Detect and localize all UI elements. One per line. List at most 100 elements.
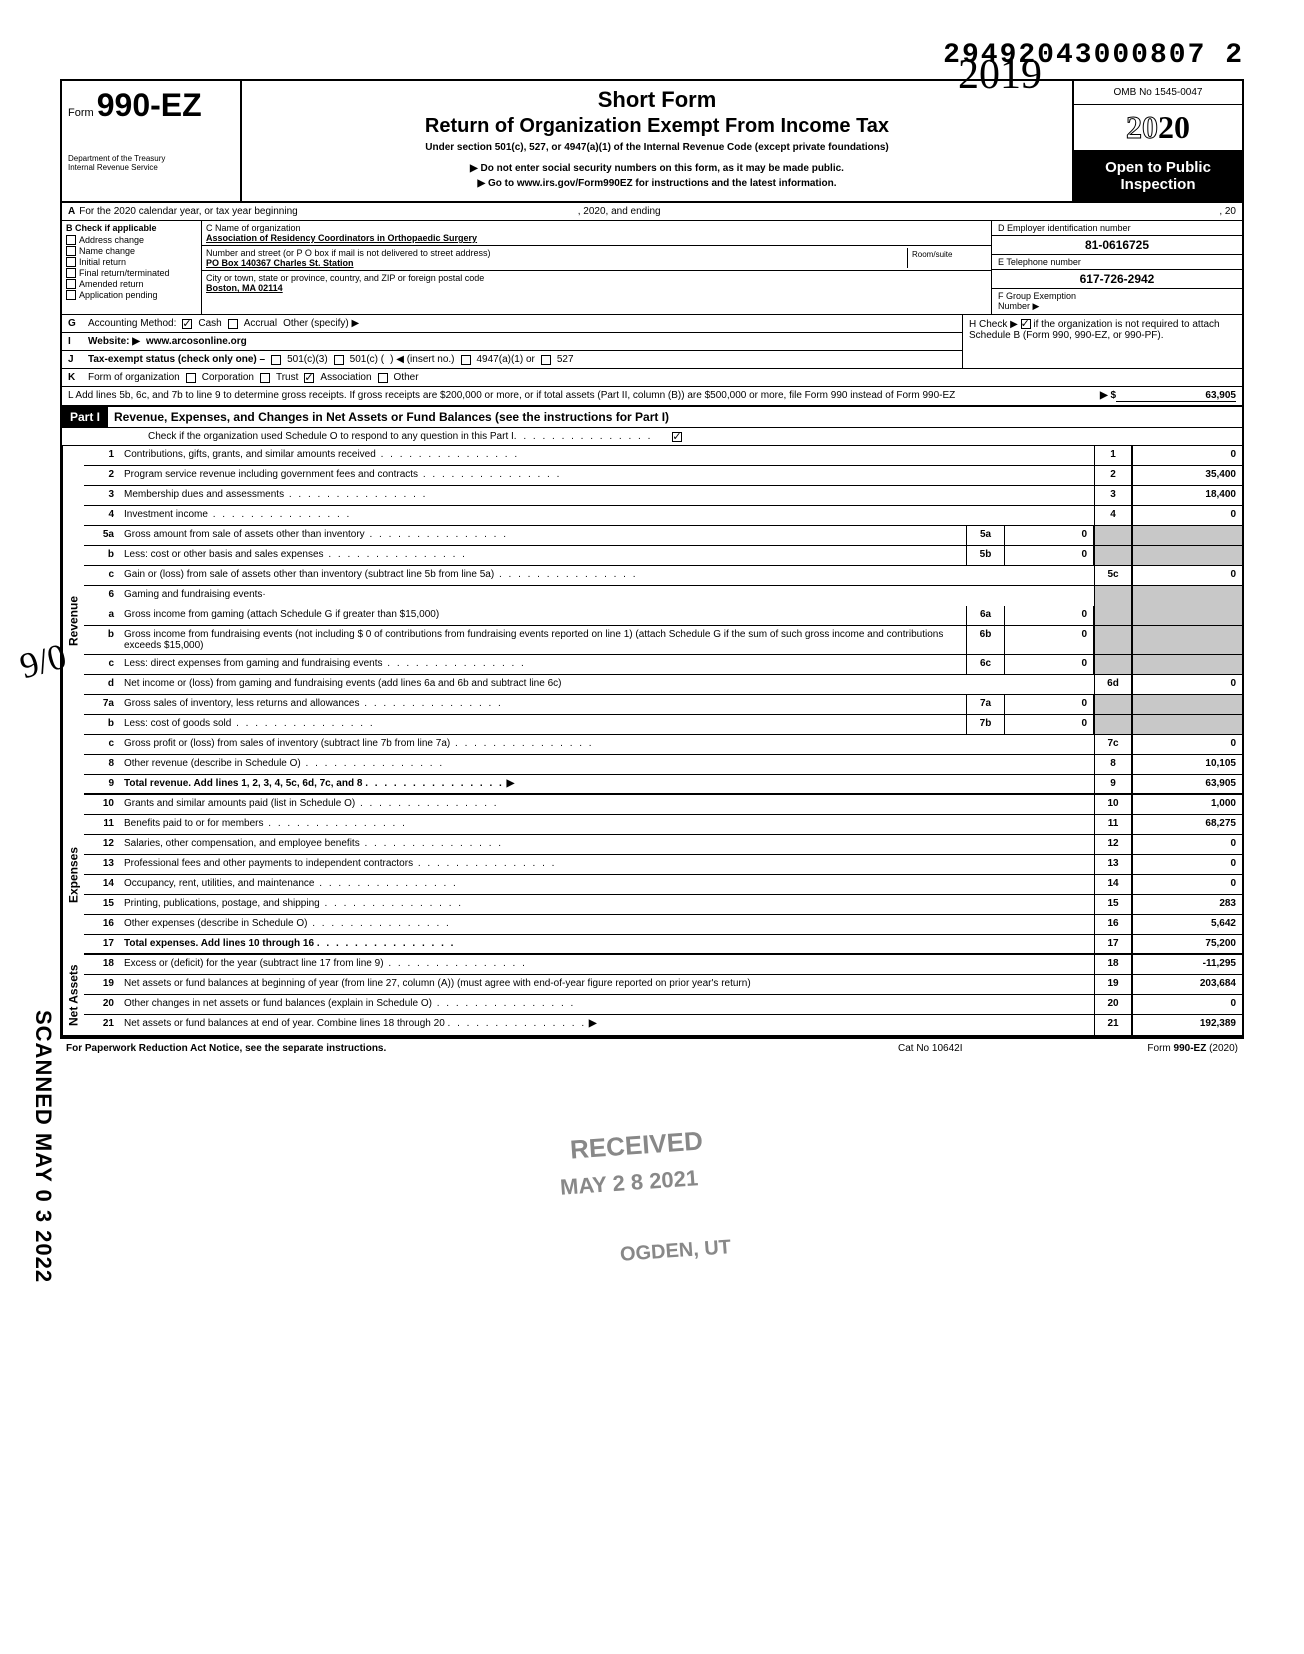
form-number: 990-EZ	[97, 87, 202, 123]
footer-right: Form 990-EZ (2020)	[1058, 1043, 1238, 1054]
cb-final-return[interactable]	[66, 268, 76, 278]
col-b-checkboxes: B Check if applicable Address change Nam…	[62, 221, 202, 314]
group-exemption-label: F Group Exemption	[998, 291, 1076, 301]
cb-schedule-b[interactable]	[1021, 319, 1031, 329]
cb-label-initial: Initial return	[79, 257, 126, 267]
cb-cash[interactable]	[182, 319, 192, 329]
line-16: 16Other expenses (describe in Schedule O…	[84, 915, 1242, 935]
row-a-text: For the 2020 calendar year, or tax year …	[79, 206, 297, 217]
instr-ssn: ▶ Do not enter social security numbers o…	[252, 163, 1062, 174]
ein-label: D Employer identification number	[992, 221, 1242, 236]
row-a-label: A	[68, 206, 75, 217]
line-20: 20Other changes in net assets or fund ba…	[84, 995, 1242, 1015]
line-5a: 5aGross amount from sale of assets other…	[84, 526, 1242, 546]
cb-trust[interactable]	[260, 373, 270, 383]
tax-year: 2020	[1074, 105, 1242, 151]
row-l-text: L Add lines 5b, 6c, and 7b to line 9 to …	[68, 390, 955, 401]
form-frame: 2019 Form 990-EZ Department of the Treas…	[60, 79, 1244, 1039]
line-14: 14Occupancy, rent, utilities, and mainte…	[84, 875, 1242, 895]
line-5b: bLess: cost or other basis and sales exp…	[84, 546, 1242, 566]
cb-initial-return[interactable]	[66, 257, 76, 267]
cb-501c3[interactable]	[271, 355, 281, 365]
cb-label-pending: Application pending	[79, 290, 158, 300]
row-g-accounting: G Accounting Method: Cash Accrual Other …	[62, 315, 962, 333]
row-k-letter: K	[68, 372, 82, 383]
dept-irs: Internal Revenue Service	[68, 163, 234, 172]
opt-association: Association	[320, 372, 371, 383]
line-6: 6Gaming and fundraising events·	[84, 586, 1242, 606]
cb-other-org[interactable]	[378, 373, 388, 383]
row-j-label: Tax-exempt status (check only one) –	[88, 354, 265, 365]
part1-tag: Part I	[62, 407, 108, 427]
stamp-received: RECEIVED	[569, 1125, 704, 1165]
org-name-label: C Name of organization	[206, 223, 987, 233]
city-value: Boston, MA 02114	[206, 283, 987, 293]
cb-name-change[interactable]	[66, 246, 76, 256]
year-suffix: 20	[1158, 109, 1190, 145]
line-1: 1Contributions, gifts, grants, and simil…	[84, 446, 1242, 466]
line-13: 13Professional fees and other payments t…	[84, 855, 1242, 875]
group-exemption-number: Number ▶	[998, 301, 1039, 311]
row-i-letter: I	[68, 336, 82, 347]
ein-value: 81-0616725	[992, 236, 1242, 255]
city-label: City or town, state or province, country…	[206, 273, 987, 283]
header-mid: Short Form Return of Organization Exempt…	[242, 81, 1072, 201]
line-3: 3Membership dues and assessments318,400	[84, 486, 1242, 506]
line-21: 21Net assets or fund balances at end of …	[84, 1015, 1242, 1035]
phone-value: 617-726-2942	[992, 270, 1242, 289]
row-h-text1: H Check ▶	[969, 319, 1018, 330]
cb-4947[interactable]	[461, 355, 471, 365]
cb-accrual[interactable]	[228, 319, 238, 329]
cb-schedule-o[interactable]	[672, 432, 682, 442]
row-h-schedule-b: H Check ▶ if the organization is not req…	[962, 315, 1242, 368]
col-b-header: B Check if applicable	[66, 223, 197, 233]
addr-value: PO Box 140367 Charles St. Station	[206, 258, 907, 268]
line-4: 4Investment income40	[84, 506, 1242, 526]
room-suite-label: Room/suite	[907, 248, 987, 268]
col-c-org-info: C Name of organization Association of Re…	[202, 221, 992, 314]
footer-left: For Paperwork Reduction Act Notice, see …	[66, 1043, 898, 1054]
page-footer: For Paperwork Reduction Act Notice, see …	[60, 1039, 1244, 1058]
info-block: B Check if applicable Address change Nam…	[62, 221, 1242, 315]
row-a-end: , 20	[1219, 206, 1236, 217]
line-7c: cGross profit or (loss) from sales of in…	[84, 735, 1242, 755]
opt-527: 527	[557, 354, 574, 365]
net-assets-section: Net Assets 18Excess or (deficit) for the…	[62, 955, 1242, 1037]
cb-address-change[interactable]	[66, 235, 76, 245]
part1-schedule-o-check: Check if the organization used Schedule …	[62, 428, 1242, 446]
instr-web: ▶ Go to www.irs.gov/Form990EZ for instru…	[252, 178, 1062, 189]
row-i-label: Website: ▶	[88, 336, 140, 347]
stamp-ogden: OGDEN, UT	[619, 1236, 731, 1267]
opt-trust: Trust	[276, 372, 298, 383]
opt-accrual: Accrual	[244, 318, 277, 329]
cb-label-name: Name change	[79, 246, 135, 256]
cb-501c[interactable]	[334, 355, 344, 365]
line-7a: 7aGross sales of inventory, less returns…	[84, 695, 1242, 715]
line-5c: cGain or (loss) from sale of assets othe…	[84, 566, 1242, 586]
cb-pending[interactable]	[66, 290, 76, 300]
cb-amended[interactable]	[66, 279, 76, 289]
org-name: Association of Residency Coordinators in…	[206, 233, 987, 243]
year-prefix: 20	[1126, 109, 1158, 145]
row-k-form-org: K Form of organization Corporation Trust…	[62, 369, 1242, 387]
stamp-scanned: SCANNED MAY 0 3 2022	[30, 1010, 56, 1283]
row-l-gross-receipts: L Add lines 5b, 6c, and 7b to line 9 to …	[62, 387, 1242, 407]
line-12: 12Salaries, other compensation, and empl…	[84, 835, 1242, 855]
opt-4947: 4947(a)(1) or	[477, 354, 535, 365]
expenses-section: Expenses 10Grants and similar amounts pa…	[62, 795, 1242, 955]
line-8: 8Other revenue (describe in Schedule O)8…	[84, 755, 1242, 775]
line-6d: dNet income or (loss) from gaming and fu…	[84, 675, 1242, 695]
part1-title: Revenue, Expenses, and Changes in Net As…	[108, 407, 1242, 427]
row-l-arrow: ▶ $	[1100, 390, 1116, 401]
dots	[514, 431, 653, 442]
line-18: 18Excess or (deficit) for the year (subt…	[84, 955, 1242, 975]
side-label-expenses: Expenses	[62, 795, 84, 955]
part1-header-row: Part I Revenue, Expenses, and Changes in…	[62, 407, 1242, 428]
cb-label-address: Address change	[79, 235, 144, 245]
cb-corporation[interactable]	[186, 373, 196, 383]
cb-527[interactable]	[541, 355, 551, 365]
part1-check-o-text: Check if the organization used Schedule …	[148, 431, 514, 442]
row-a-calendar-year: A For the 2020 calendar year, or tax yea…	[62, 203, 1242, 221]
cb-association[interactable]	[304, 373, 314, 383]
line-9: 9Total revenue. Add lines 1, 2, 3, 4, 5c…	[84, 775, 1242, 795]
